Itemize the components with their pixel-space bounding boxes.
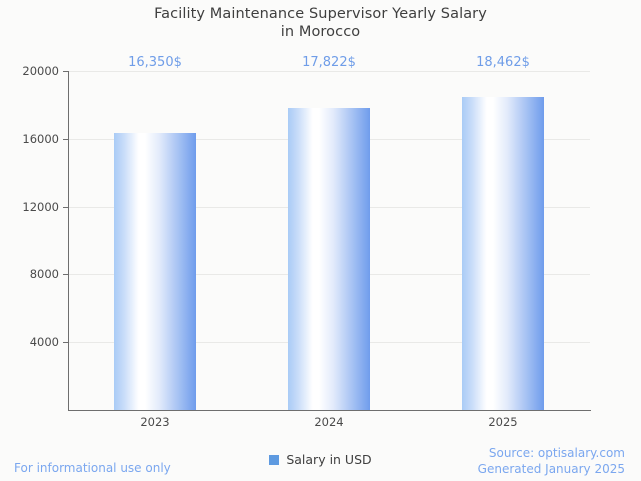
source-text: Source: optisalary.com xyxy=(488,446,625,460)
y-tick-mark xyxy=(63,71,68,72)
generated-text: Generated January 2025 xyxy=(477,462,625,476)
y-tick-label: 8000 xyxy=(29,267,59,282)
bar-2024[interactable] xyxy=(288,107,370,410)
x-label-2025: 2025 xyxy=(488,415,518,429)
y-tick-label: 16000 xyxy=(22,131,59,146)
y-tick-mark xyxy=(63,274,68,276)
x-label-2023: 2023 xyxy=(140,415,170,429)
chart-legend: Salary in USD xyxy=(0,452,641,467)
legend-label-salary-in-usd: Salary in USD xyxy=(286,452,372,467)
value-label-2025: 18,462$ xyxy=(476,55,530,70)
chart-title: Facility Maintenance Supervisor Yearly S… xyxy=(154,6,487,40)
gridline xyxy=(68,71,590,72)
bar-2023[interactable] xyxy=(114,132,196,410)
y-tick-mark xyxy=(63,206,68,208)
y-axis-line xyxy=(68,71,69,411)
y-tick-label: 20000 xyxy=(22,64,59,78)
source-block: Source: optisalary.com Generated January… xyxy=(478,445,625,477)
disclaimer-text: For informational use only xyxy=(14,461,171,475)
y-tick-mark xyxy=(63,342,68,344)
plot-area xyxy=(68,71,590,410)
y-tick-mark xyxy=(63,138,68,140)
value-label-2024: 17,822$ xyxy=(302,55,356,70)
bar-2025[interactable] xyxy=(462,97,544,410)
y-tick-label: 12000 xyxy=(22,199,59,214)
x-axis-line xyxy=(68,410,591,411)
x-label-2024: 2024 xyxy=(314,415,344,429)
value-label-2023: 16,350$ xyxy=(128,55,182,70)
legend-swatch-salary-in-usd xyxy=(269,454,280,465)
y-tick-label: 4000 xyxy=(29,335,59,350)
